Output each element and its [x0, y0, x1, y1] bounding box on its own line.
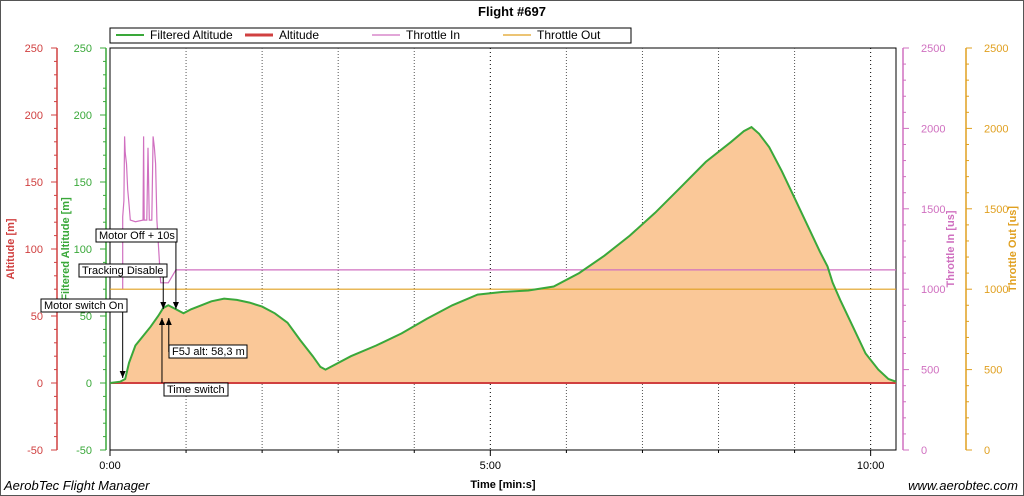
throttle-out-tick-label: 1000: [984, 284, 1008, 296]
motor-switch-on-label: Motor switch On: [44, 300, 123, 312]
altitude-tick-label: 50: [31, 311, 43, 323]
throttle-in-tick-label: 2000: [921, 123, 945, 135]
legend-label-throttle-in: Throttle In: [406, 28, 460, 42]
altitude-tick-label: -50: [27, 445, 43, 457]
throttle-out-tick-label: 0: [984, 445, 990, 457]
x-tick-label: 10:00: [857, 460, 885, 472]
altitude-axis-label: Altitude [m]: [5, 218, 17, 279]
series-line-filtered-altitude: [110, 125, 896, 384]
throttle-out-tick-label: 1500: [984, 204, 1008, 216]
legend-label-filtered-altitude: Filtered Altitude: [150, 28, 233, 42]
throttle-out-axis-label: Throttle Out [us]: [1007, 206, 1019, 292]
legend-label-altitude: Altitude: [279, 28, 319, 42]
altitude-tick-label: 0: [37, 378, 43, 390]
filtered-altitude-tick-label: 0: [86, 378, 92, 390]
motor-off-label: Motor Off + 10s: [99, 230, 175, 242]
f5j-alt-arrowhead: [165, 318, 172, 325]
filtered-altitude-tick-label: 150: [74, 177, 92, 189]
x-tick-label: 5:00: [480, 460, 501, 472]
x-tick-label: 0:00: [99, 460, 120, 472]
motor-off-arrowhead: [172, 302, 179, 309]
throttle-in-tick-label: 500: [921, 365, 939, 377]
app-name: AerobTec Flight Manager: [4, 478, 150, 493]
altitude-tick-label: 250: [25, 43, 43, 55]
chart-title: Flight #697: [478, 4, 546, 19]
tracking-disable-box: [78, 263, 168, 278]
altitude-tick-label: 150: [25, 177, 43, 189]
time-switch-arrowhead: [158, 318, 165, 325]
throttle-out-tick-label: 500: [984, 365, 1002, 377]
x-axis-label: Time [min:s]: [470, 479, 536, 491]
filtered-altitude-axis-label: Filtered Altitude [m]: [60, 197, 72, 301]
throttle-out-tick-label: 2500: [984, 43, 1008, 55]
filtered-altitude-tick-label: 250: [74, 43, 92, 55]
website-link[interactable]: www.aerobtec.com: [908, 478, 1018, 493]
series-line-throttle-in: [122, 136, 896, 290]
motor-switch-on-arrowhead: [119, 371, 126, 378]
throttle-in-tick-label: 2500: [921, 43, 945, 55]
motor-off-box: [95, 228, 178, 243]
motor-switch-on-box: [40, 298, 128, 313]
filtered-altitude-tick-label: 100: [74, 244, 92, 256]
legend-box: [109, 27, 632, 44]
f5j-alt-label: F5J alt: 58,3 m: [172, 346, 245, 358]
filtered-altitude-tick-label: 200: [74, 110, 92, 122]
filtered-altitude-tick-label: 50: [80, 311, 92, 323]
tracking-disable-label: Tracking Disable: [82, 265, 164, 277]
altitude-tick-label: 100: [25, 244, 43, 256]
filtered-altitude-tick-label: -50: [76, 445, 92, 457]
throttle-in-axis-label: Throttle In [us]: [945, 210, 957, 287]
altitude-tick-label: 200: [25, 110, 43, 122]
throttle-out-tick-label: 2000: [984, 123, 1008, 135]
f5j-alt-box: [168, 344, 248, 359]
throttle-in-tick-label: 1000: [921, 284, 945, 296]
tracking-disable-arrowhead: [160, 302, 167, 309]
throttle-in-tick-label: 1500: [921, 204, 945, 216]
filtered-altitude-area: [110, 127, 896, 383]
time-switch-box: [163, 382, 229, 397]
throttle-in-tick-label: 0: [921, 445, 927, 457]
time-switch-label: Time switch: [167, 384, 225, 396]
legend-label-throttle-out: Throttle Out: [537, 28, 601, 42]
